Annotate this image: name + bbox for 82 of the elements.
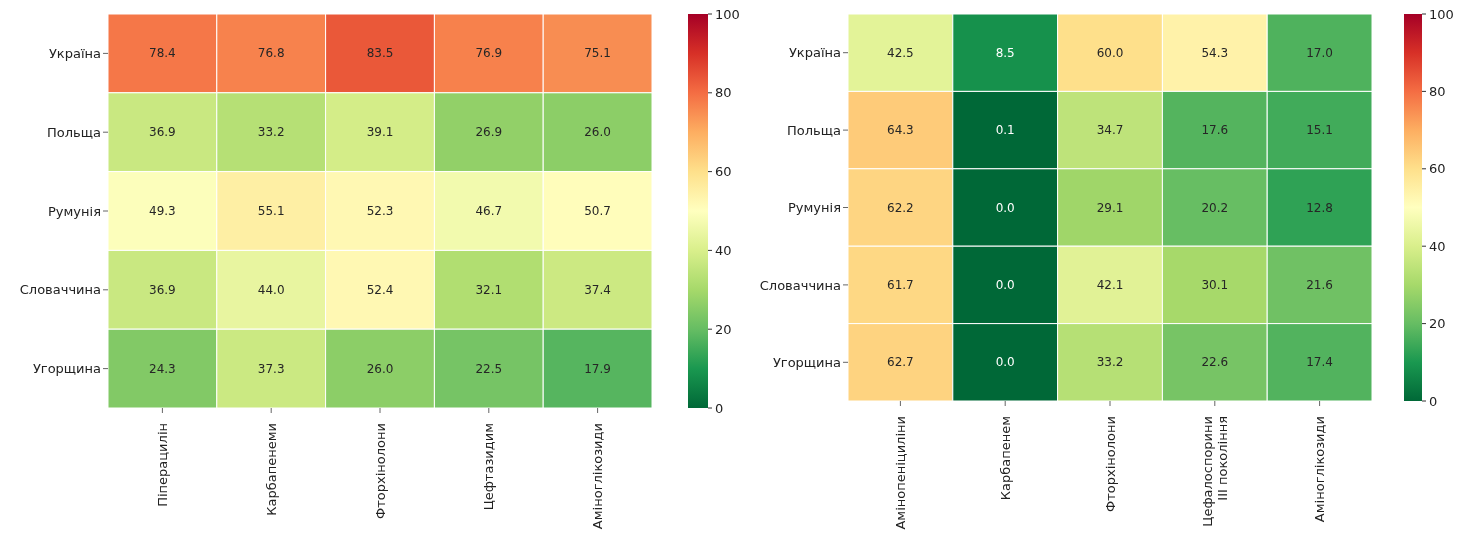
y-tick-label: Угорщина (32, 361, 101, 377)
data-label: 44.0 (257, 282, 285, 297)
y-tick-label: Словаччина (759, 277, 841, 293)
data-label: 15.1 (1306, 123, 1333, 138)
data-label: 64.3 (887, 123, 914, 138)
color-bar-label: 20 (715, 321, 732, 337)
data-label: 22.5 (475, 361, 503, 376)
data-label: 26.0 (584, 125, 611, 140)
data-label: 42.5 (887, 45, 914, 60)
color-bar-label: 80 (1429, 83, 1446, 99)
color-bar-label: 40 (1429, 238, 1446, 254)
x-tick-label: Фторхінолони (1102, 416, 1118, 512)
data-label: 26.9 (475, 125, 503, 140)
color-bar-label: 20 (1429, 316, 1446, 332)
y-tick-label: Україна (788, 45, 841, 61)
data-label: 0.0 (995, 277, 1015, 292)
x-tick-label: Піперацилін (154, 423, 170, 507)
y-tick-label: Словаччина (19, 282, 101, 298)
y-tick-label: Польща (787, 122, 841, 138)
data-label: 46.7 (475, 204, 503, 218)
color-bar-label: 100 (1429, 6, 1454, 22)
x-tick-label: Карбапенем (997, 416, 1013, 501)
data-label: 61.7 (887, 277, 914, 292)
y-tick-label: Угорщина (772, 354, 841, 370)
color-bar-label: 0 (1429, 393, 1438, 409)
data-label: 17.6 (1201, 123, 1229, 138)
data-label: 0.0 (995, 355, 1015, 370)
data-label: 83.5 (366, 46, 394, 61)
data-label: 62.2 (887, 200, 914, 215)
data-label: 39.1 (366, 125, 394, 140)
data-label: 17.4 (1306, 355, 1333, 370)
y-tick-label: Україна (48, 46, 101, 62)
data-label: 76.8 (257, 46, 285, 61)
data-label: 36.9 (149, 282, 176, 297)
data-label: 26.0 (366, 361, 394, 376)
color-bar-label: 80 (715, 85, 732, 101)
data-label: 37.4 (584, 282, 611, 297)
data-label: 30.1 (1201, 277, 1229, 292)
data-label: 34.7 (1096, 123, 1124, 138)
data-label: 55.1 (257, 204, 285, 218)
data-label: 49.3 (149, 204, 176, 218)
data-label: 24.3 (149, 361, 176, 376)
data-label: 33.2 (257, 125, 285, 140)
x-tick-label: Аміноглікозиди (1312, 416, 1328, 523)
data-label: 36.9 (149, 125, 176, 140)
data-label: 50.7 (584, 204, 611, 218)
x-tick-label: Карбапенеми (263, 423, 279, 516)
data-label: 0.1 (995, 123, 1015, 138)
color-bar-label: 0 (715, 400, 724, 416)
y-tick-label: Румунія (48, 203, 101, 219)
color-bar-label: 60 (1429, 161, 1446, 177)
data-label: 20.2 (1201, 200, 1229, 215)
y-tick-label: Румунія (788, 200, 841, 216)
x-tick-label: Цефалоспорини III покоління (1199, 416, 1230, 527)
color-bar-label: 40 (715, 242, 732, 258)
data-label: 29.1 (1096, 200, 1124, 215)
data-label: 33.2 (1096, 355, 1124, 370)
y-tick-label: Польща (47, 124, 101, 140)
data-label: 17.0 (1306, 45, 1333, 60)
data-label: 62.7 (887, 355, 914, 370)
data-label: 32.1 (475, 282, 503, 297)
data-label: 42.1 (1096, 277, 1124, 292)
x-tick-label: Амінопеніциліни (892, 416, 908, 530)
data-label: 54.3 (1201, 45, 1229, 60)
data-label: 8.5 (995, 45, 1015, 60)
data-label: 22.6 (1201, 355, 1229, 370)
data-label: 52.3 (366, 204, 394, 218)
data-label: 0.0 (995, 200, 1015, 215)
data-label: 60.0 (1096, 45, 1124, 60)
data-label: 12.8 (1306, 200, 1333, 215)
data-label: 78.4 (149, 46, 176, 61)
color-bar-label: 100 (715, 6, 740, 22)
x-tick-label: Цефтазидим (481, 423, 497, 511)
data-label: 37.3 (257, 361, 285, 376)
color-bar-label: 60 (715, 164, 732, 180)
x-tick-label: Аміноглікозиди (590, 423, 606, 530)
data-label: 21.6 (1306, 277, 1333, 292)
data-label: 17.9 (584, 361, 611, 376)
data-label: 75.1 (584, 46, 611, 61)
data-label: 52.4 (366, 282, 394, 297)
x-tick-label: Фторхінолони (372, 423, 388, 519)
data-label: 76.9 (475, 46, 503, 61)
